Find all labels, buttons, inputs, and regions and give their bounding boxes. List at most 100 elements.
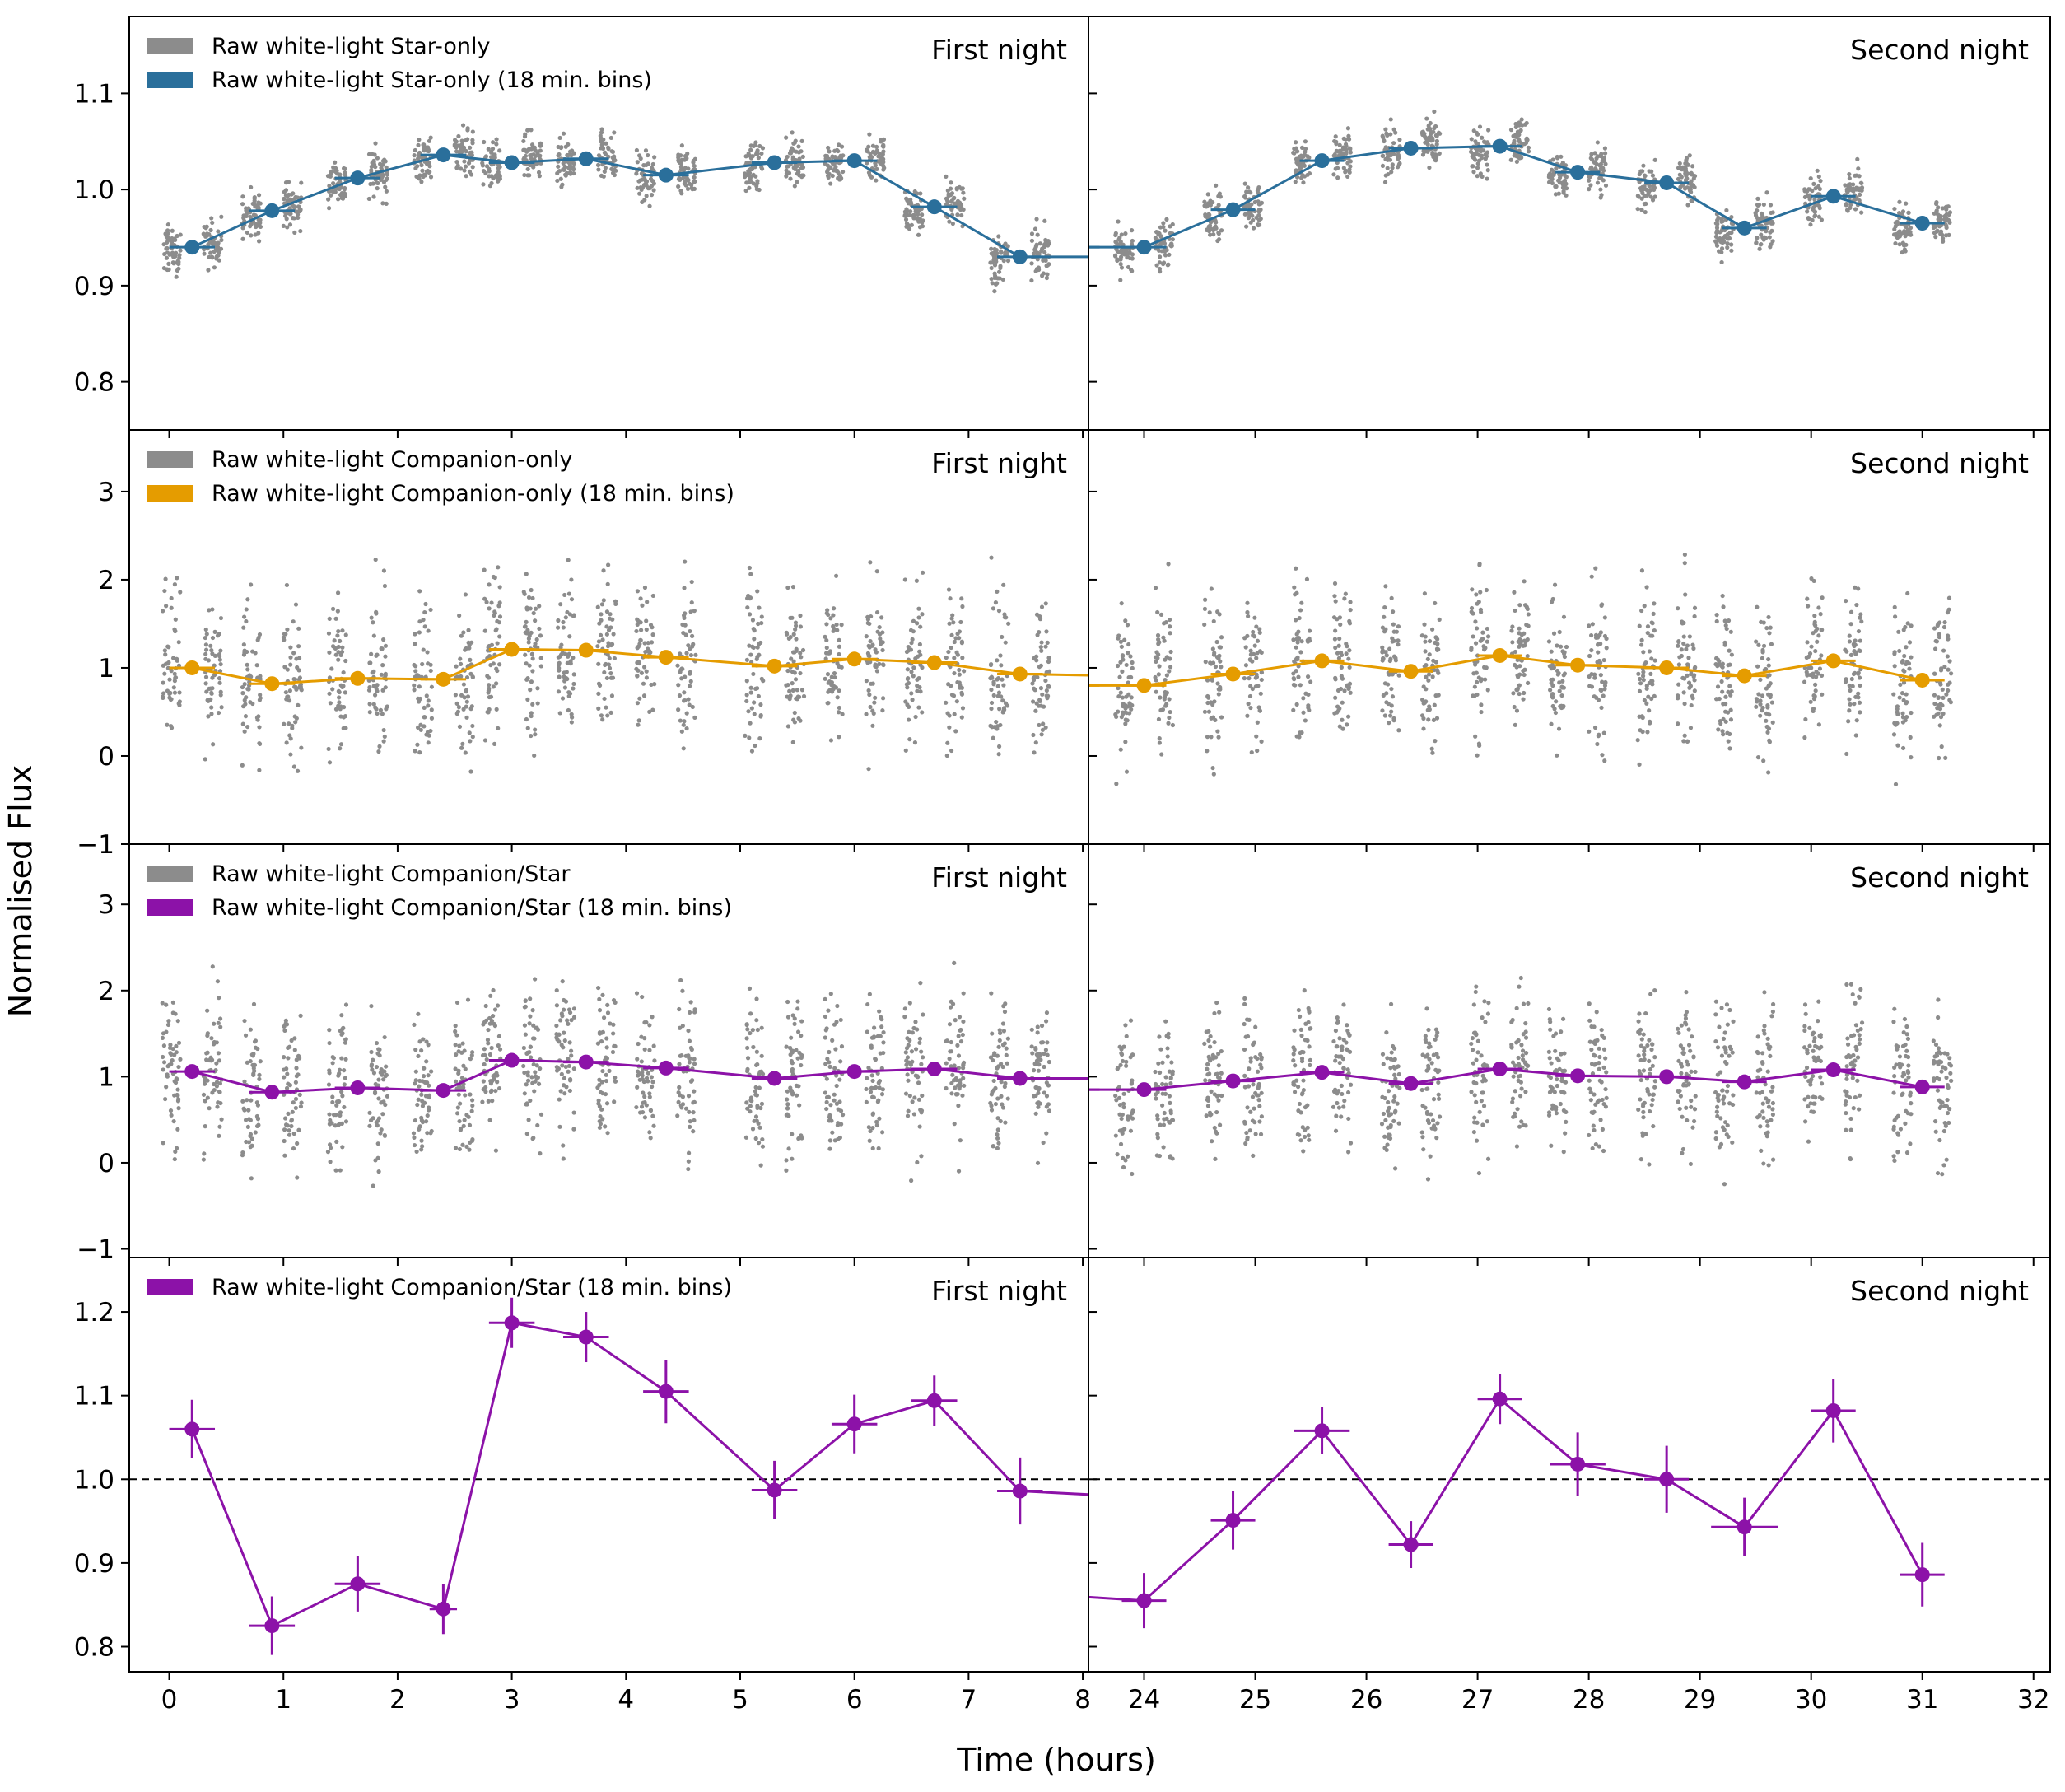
raw-point: [637, 697, 641, 701]
raw-point: [651, 188, 655, 192]
raw-point: [1042, 250, 1046, 254]
raw-point: [678, 693, 682, 698]
raw-point: [336, 590, 340, 595]
raw-point: [644, 148, 648, 152]
bin-marker: [767, 155, 782, 170]
raw-point: [1639, 609, 1643, 613]
raw-point: [1760, 648, 1764, 652]
raw-point: [1858, 612, 1862, 616]
raw-point: [1242, 676, 1247, 680]
raw-point: [1477, 675, 1481, 679]
raw-point: [1161, 262, 1165, 266]
raw-point: [178, 590, 182, 594]
raw-point: [1000, 635, 1004, 639]
raw-point: [1389, 117, 1393, 121]
raw-point: [757, 156, 761, 160]
raw-point: [1892, 232, 1896, 236]
raw-point: [1430, 751, 1434, 755]
raw-point: [756, 646, 760, 650]
raw-point: [1331, 172, 1335, 176]
raw-point: [1473, 684, 1477, 688]
raw-point: [178, 1057, 182, 1062]
raw-point: [241, 626, 245, 630]
raw-point: [799, 139, 804, 143]
raw-point: [827, 651, 832, 655]
raw-point: [823, 154, 827, 158]
raw-point: [824, 638, 828, 642]
raw-point: [788, 697, 792, 701]
bin-marker: [1659, 660, 1674, 675]
legend-swatch: [147, 38, 193, 54]
raw-point: [1045, 276, 1049, 280]
raw-point: [471, 675, 475, 679]
raw-point: [245, 663, 249, 667]
raw-point: [1125, 770, 1129, 774]
raw-point: [326, 747, 330, 751]
raw-point: [379, 708, 383, 712]
raw-point: [333, 638, 337, 642]
raw-point: [1475, 166, 1480, 170]
raw-point: [960, 656, 964, 660]
raw-point: [427, 170, 431, 174]
raw-point: [1171, 237, 1175, 241]
axes-frame-second: [1088, 430, 2050, 844]
raw-point: [906, 667, 910, 671]
raw-point: [1908, 640, 1912, 644]
raw-point: [1126, 623, 1130, 627]
raw-point: [1555, 669, 1559, 673]
raw-point: [906, 677, 910, 681]
raw-point: [1217, 203, 1221, 208]
raw-point: [1754, 705, 1758, 709]
bin-marker: [1315, 653, 1330, 668]
raw-point: [1333, 581, 1337, 586]
raw-point: [1123, 721, 1127, 726]
raw-point: [793, 184, 797, 188]
raw-point: [175, 1076, 179, 1080]
raw-point: [556, 618, 560, 623]
raw-point: [1349, 691, 1353, 695]
raw-point: [751, 181, 755, 185]
raw-point: [1387, 646, 1391, 651]
raw-point: [840, 144, 844, 148]
raw-point: [175, 1127, 179, 1132]
raw-point: [875, 610, 879, 614]
y-tick-label: 1.1: [74, 79, 114, 109]
raw-point: [422, 647, 426, 651]
raw-point: [990, 277, 994, 281]
raw-point: [1638, 681, 1643, 685]
raw-point: [256, 231, 260, 235]
raw-point: [175, 275, 179, 279]
raw-point: [602, 697, 606, 701]
raw-point: [676, 154, 680, 158]
raw-point: [1652, 185, 1657, 189]
raw-point: [1340, 718, 1344, 722]
raw-point: [1215, 729, 1219, 733]
raw-point: [466, 694, 470, 698]
raw-point: [299, 1014, 303, 1018]
raw-point: [1294, 591, 1298, 595]
raw-point: [538, 148, 543, 152]
raw-point: [683, 180, 688, 184]
raw-point: [683, 559, 687, 563]
raw-point: [944, 701, 948, 705]
raw-point: [1562, 686, 1566, 690]
y-tick-label: −1: [77, 1235, 114, 1265]
raw-point: [916, 655, 920, 659]
raw-point: [1604, 637, 1608, 641]
raw-point: [217, 1051, 221, 1055]
raw-point: [826, 163, 830, 167]
raw-point: [369, 168, 373, 172]
raw-point: [604, 142, 608, 146]
raw-point: [947, 726, 951, 730]
raw-point: [1935, 706, 1939, 710]
raw-point: [337, 700, 341, 704]
raw-point: [1762, 203, 1766, 207]
raw-point: [469, 172, 473, 176]
raw-point: [1420, 133, 1424, 137]
raw-point: [1904, 701, 1908, 705]
raw-point: [879, 615, 883, 619]
raw-point: [1587, 187, 1591, 191]
raw-point: [1937, 635, 1941, 639]
raw-point: [1039, 640, 1043, 644]
raw-point: [219, 215, 223, 219]
